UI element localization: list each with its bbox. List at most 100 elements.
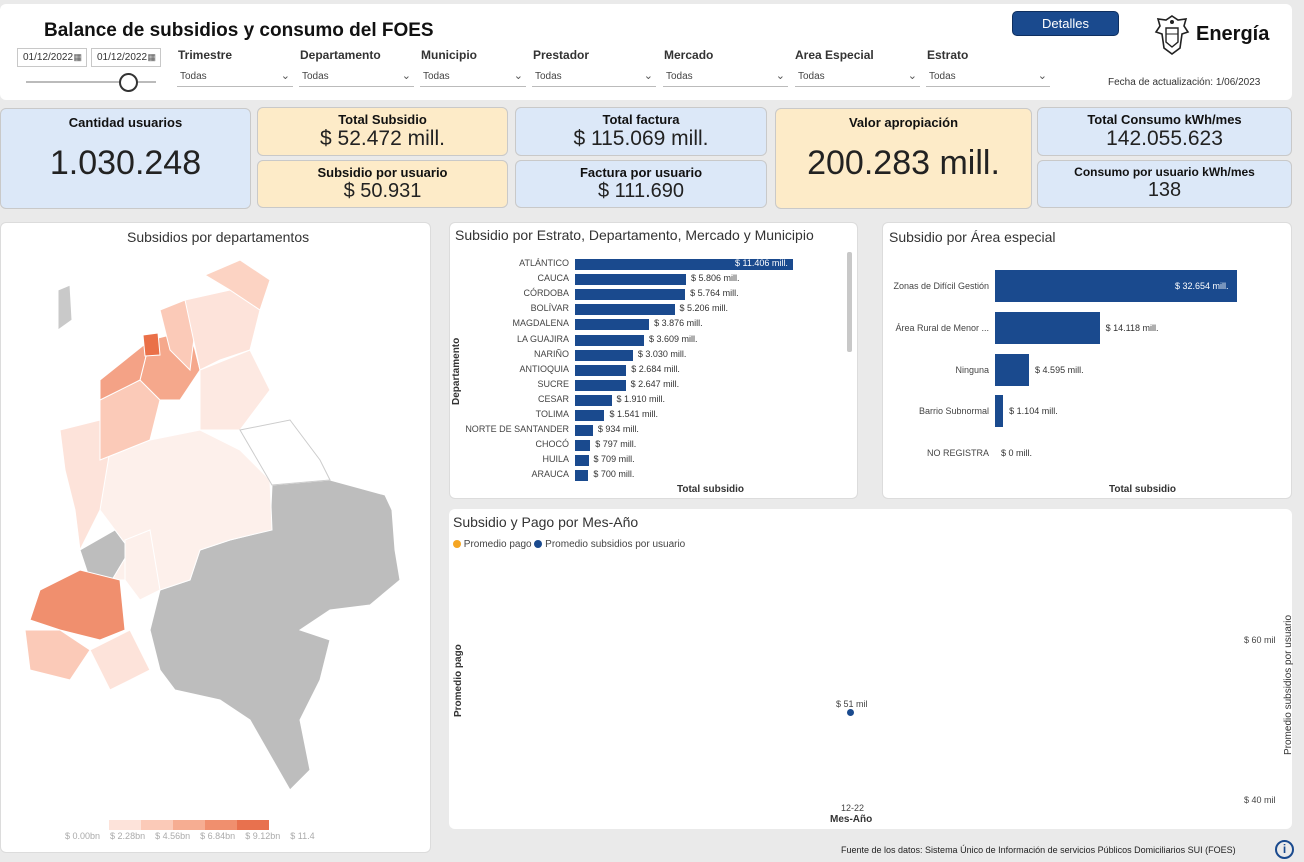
detalles-button[interactable]: Detalles [1012, 11, 1119, 36]
kpi-label: Total Consumo kWh/mes [1087, 112, 1242, 127]
legend-label: $ 11.4 [290, 831, 315, 841]
bar-category-label: ARAUCA [531, 469, 569, 480]
update-date: Fecha de actualización: 1/06/2023 [1108, 77, 1261, 88]
map-region-bolivar[interactable] [159, 299, 196, 372]
date-slider-track[interactable] [26, 81, 156, 83]
map-region-cauca[interactable] [29, 569, 126, 641]
date-to-input[interactable]: 01/12/2022 ▦ [91, 48, 161, 67]
kpi-value: $ 115.069 mill. [573, 127, 709, 150]
chart-area-plot: Zonas de Difícil Gestión $ 32.654 mill. Ár… [885, 260, 1285, 475]
bar[interactable] [575, 455, 589, 467]
map-region-san-andres[interactable] [57, 284, 73, 331]
calendar-icon[interactable]: ▦ [73, 52, 82, 62]
map-region-atlantico[interactable] [142, 332, 161, 357]
bar-value-label: $ 5.806 mill. [690, 273, 740, 284]
map-region-sucre[interactable] [99, 338, 151, 401]
legend-swatch [141, 820, 173, 830]
bar[interactable] [995, 270, 1237, 302]
kpi-cantidad-usuarios: Cantidad usuarios 1.030.248 [0, 108, 251, 209]
filter-label-mercado: Mercado [664, 48, 714, 62]
bar-value-label: $ 3.030 mill. [637, 348, 687, 359]
bar[interactable] [575, 425, 593, 437]
bar-value-label: $ 3.876 mill. [654, 318, 703, 329]
filter-departamento-select[interactable]: Todas ⌄ [299, 67, 414, 87]
kpi-consumo-usuario: Consumo por usuario kWh/mes 138 [1037, 160, 1292, 208]
bar[interactable] [575, 379, 626, 391]
bar[interactable] [995, 395, 1004, 428]
kpi-value: 200.283 mill. [807, 144, 1000, 182]
kpi-factura-usuario: Factura por usuario $ 111.690 [515, 160, 767, 208]
bar[interactable] [575, 319, 650, 331]
kpi-value: 142.055.623 [1106, 127, 1223, 150]
kpi-label: Subsidio por usuario [317, 165, 448, 180]
bar[interactable] [995, 311, 1100, 344]
chart-mes-xtick: 12-22 [841, 803, 865, 813]
map-region-narino[interactable] [24, 629, 91, 681]
date-slider-handle[interactable] [119, 73, 138, 92]
date-to-value: 01/12/2022 [97, 52, 148, 63]
chart-mes-yaxis-left-title: Promedio pago [453, 644, 464, 717]
bar[interactable] [575, 289, 686, 301]
brand-name: Energía [1196, 23, 1270, 45]
coat-of-arms-logo [1152, 14, 1192, 56]
chart-mes-ytick-top: $ 60 mil [1244, 635, 1276, 645]
kpi-label: Total factura [602, 112, 680, 127]
calendar-icon[interactable]: ▦ [147, 52, 156, 62]
bar-category-label: ANTIOQUIA [519, 363, 569, 374]
chart-mes-xaxis-title: Mes-Año [830, 814, 873, 825]
bar[interactable] [575, 274, 686, 286]
info-icon[interactable]: i [1275, 840, 1294, 859]
bar[interactable] [575, 304, 675, 316]
kpi-label: Consumo por usuario kWh/mes [1074, 165, 1255, 179]
map-region-putumayo[interactable] [89, 629, 151, 691]
filter-mercado-select[interactable]: Todas ⌄ [663, 67, 788, 87]
kpi-label: Valor apropiación [848, 115, 959, 130]
chart-departamento-xaxis-title: Total subsidio [677, 484, 745, 495]
bar-value-label: $ 0 mill. [1001, 448, 1033, 459]
filter-label-departamento: Departamento [300, 48, 381, 62]
chart-area-xaxis-title: Total subsidio [1109, 484, 1177, 495]
bar-value-label: $ 2.684 mill. [631, 363, 680, 374]
bar-category-label: Barrio Subnormal [918, 406, 989, 417]
filter-label-estrato: Estrato [927, 48, 969, 62]
chart-mes-ytick-bottom: $ 40 mil [1244, 795, 1276, 805]
map-region-santander[interactable] [199, 349, 271, 431]
filter-area-especial-select[interactable]: Todas ⌄ [795, 67, 920, 87]
bar-value-label: $ 14.118 mill. [1105, 322, 1159, 333]
kpi-subsidio-usuario: Subsidio por usuario $ 50.931 [257, 160, 508, 208]
bar[interactable] [575, 334, 644, 346]
chart-area-title: Subsidio por Área especial [889, 229, 1056, 245]
bar[interactable] [575, 394, 612, 406]
map-region-arauca[interactable] [239, 419, 331, 486]
chart-departamento-scrollbar[interactable] [847, 252, 852, 352]
filter-value: Todas [180, 71, 207, 82]
map-region-guajira[interactable] [203, 259, 271, 311]
filter-prestador-select[interactable]: Todas ⌄ [532, 67, 656, 87]
bar-value-label: $ 1.910 mill. [616, 393, 666, 404]
legend-dot-subsidio [534, 540, 543, 549]
bar[interactable] [575, 410, 605, 421]
chart-mes-point-label: $ 51 mil [836, 699, 868, 709]
chart-mes-point[interactable] [847, 708, 854, 716]
filter-trimestre-select[interactable]: Todas ⌄ [177, 67, 293, 87]
department-map[interactable] [0, 250, 431, 820]
bar[interactable] [575, 364, 627, 376]
legend-swatch [237, 820, 269, 830]
bar[interactable] [575, 440, 591, 452]
date-from-input[interactable]: 01/12/2022 ▦ [17, 48, 87, 67]
bar[interactable] [575, 349, 633, 361]
data-source-note: Fuente de los datos: Sistema Único de In… [841, 845, 1236, 855]
chevron-down-icon: ⌄ [513, 70, 523, 82]
filter-municipio-select[interactable]: Todas ⌄ [420, 67, 526, 87]
legend-swatch [205, 820, 237, 830]
map-region-huila[interactable] [124, 529, 161, 601]
legend-label-pago: Promedio pago [463, 539, 532, 550]
filter-estrato-select[interactable]: Todas ⌄ [926, 67, 1050, 87]
bar[interactable] [575, 259, 793, 270]
bar[interactable] [575, 470, 589, 482]
bar[interactable] [995, 353, 1030, 386]
kpi-value: 138 [1147, 179, 1182, 201]
bar-value-label: $ 2.647 mill. [630, 378, 680, 389]
bar-category-label: CÓRDOBA [523, 288, 569, 299]
kpi-total-consumo: Total Consumo kWh/mes 142.055.623 [1037, 107, 1292, 156]
